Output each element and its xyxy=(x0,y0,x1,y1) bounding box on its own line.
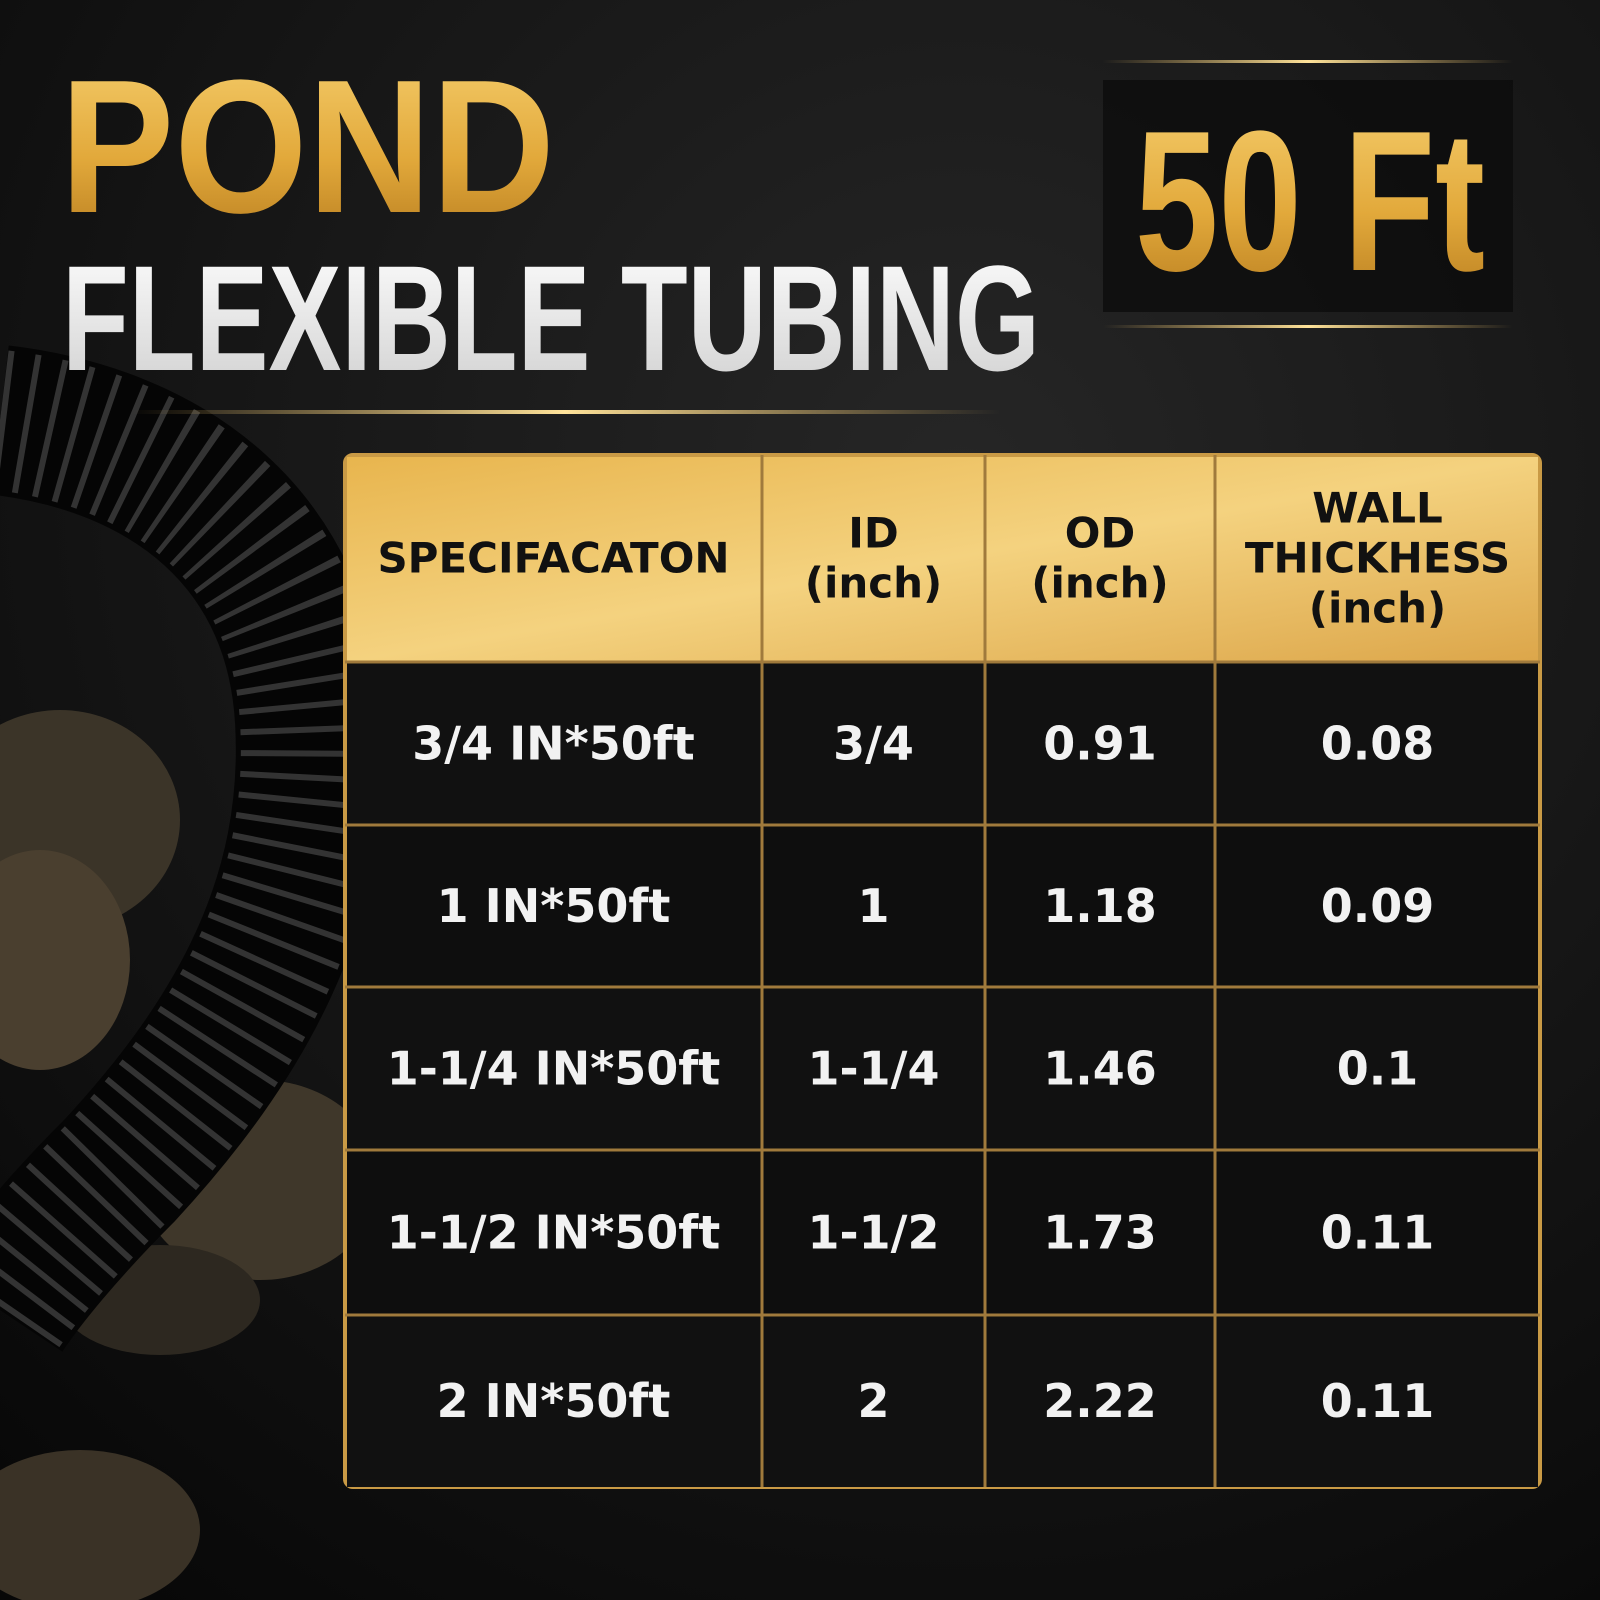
header-line: ID xyxy=(848,509,899,558)
table-cell: 1.73 xyxy=(1043,1206,1157,1260)
table-cell: 0.11 xyxy=(1321,1206,1435,1260)
table-cell: 3/4 IN*50ft xyxy=(412,717,695,771)
table-cell: 2 IN*50ft xyxy=(437,1374,671,1428)
row-bg xyxy=(347,827,1538,987)
column-header: ID (inch) xyxy=(805,509,942,608)
row-bg xyxy=(347,1152,1538,1315)
table-cell: 1.18 xyxy=(1043,879,1157,933)
table-cell: 1-1/4 IN*50ft xyxy=(387,1042,721,1096)
table-cell: 0.11 xyxy=(1321,1374,1435,1428)
table-cell: 0.09 xyxy=(1321,879,1435,933)
table-cell: 1-1/2 xyxy=(808,1206,940,1260)
column-header: WALL THICKHESS (inch) xyxy=(1245,484,1510,633)
column-header: SPECIFACATON xyxy=(377,534,729,583)
header-line: WALL xyxy=(1312,484,1442,533)
table-cell: 0.1 xyxy=(1337,1042,1419,1096)
header-line: OD xyxy=(1065,509,1136,558)
row-bg xyxy=(347,664,1538,825)
row-bg xyxy=(347,989,1538,1150)
column-header: OD (inch) xyxy=(1031,509,1168,608)
table-cell: 1-1/4 xyxy=(808,1042,940,1096)
header-row xyxy=(347,457,1538,662)
header-line: (inch) xyxy=(1309,584,1446,633)
header-line: (inch) xyxy=(805,559,942,608)
decor xyxy=(0,60,1513,1600)
table-cell: 2 xyxy=(857,1374,889,1428)
table-cell: 0.91 xyxy=(1043,717,1157,771)
table-cell: 2.22 xyxy=(1043,1374,1157,1428)
row-bg xyxy=(347,1317,1538,1487)
title-line-2: FLEXIBLE TUBING xyxy=(62,234,1040,402)
table-cell: 3/4 xyxy=(833,717,914,771)
title-line-1: POND xyxy=(60,41,555,253)
header-line: (inch) xyxy=(1031,559,1168,608)
table-cell: 0.08 xyxy=(1321,717,1435,771)
header-line: SPECIFACATON xyxy=(377,534,729,583)
header-line: THICKHESS xyxy=(1245,534,1510,583)
table-cell: 1.46 xyxy=(1043,1042,1157,1096)
length-badge: 50 Ft xyxy=(1135,90,1485,313)
table-cell: 1 xyxy=(857,879,889,933)
table-cell: 1-1/2 IN*50ft xyxy=(387,1206,721,1260)
table-cell: 1 IN*50ft xyxy=(437,879,671,933)
